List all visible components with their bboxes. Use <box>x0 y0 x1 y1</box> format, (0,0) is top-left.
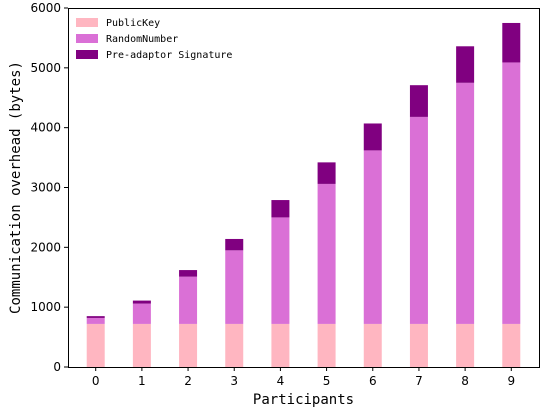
plot-frame <box>68 8 540 368</box>
x-tick-label: 3 <box>230 374 238 388</box>
bar-publickey-4 <box>271 323 290 367</box>
y-tick-label: 3000 <box>30 181 61 195</box>
bar-randomnumber-2 <box>179 276 198 324</box>
x-axis: 0 1 2 3 4 5 6 7 8 9 <box>92 367 515 388</box>
bar-pre-adaptor-signature-8 <box>456 46 475 83</box>
bar-pre-adaptor-signature-9 <box>502 22 521 63</box>
bar-pre-adaptor-signature-1 <box>132 300 151 304</box>
bar-randomnumber-3 <box>225 250 244 324</box>
bar-publickey-6 <box>363 323 382 367</box>
y-tick-label: 0 <box>53 360 61 374</box>
bars-layer <box>86 22 521 367</box>
x-tick-label: 8 <box>461 374 469 388</box>
legend-label: PublicKey <box>106 18 160 29</box>
bar-publickey-5 <box>317 323 336 367</box>
bar-publickey-2 <box>179 323 198 367</box>
bar-randomnumber-1 <box>132 303 151 324</box>
bar-pre-adaptor-signature-7 <box>409 85 428 117</box>
bar-randomnumber-5 <box>317 183 336 324</box>
legend-swatch <box>76 50 98 59</box>
x-tick-label: 5 <box>323 374 331 388</box>
x-tick-label: 4 <box>277 374 285 388</box>
x-tick-label: 2 <box>184 374 192 388</box>
bar-publickey-0 <box>86 323 105 367</box>
bar-pre-adaptor-signature-4 <box>271 200 290 218</box>
bar-publickey-9 <box>502 323 521 367</box>
bar-publickey-3 <box>225 323 244 367</box>
bar-randomnumber-6 <box>363 150 382 324</box>
bar-randomnumber-7 <box>409 116 428 324</box>
y-tick-label: 1000 <box>30 300 61 314</box>
x-tick-label: 0 <box>92 374 100 388</box>
legend-label: RandomNumber <box>106 34 178 45</box>
bar-randomnumber-8 <box>456 82 475 324</box>
bar-randomnumber-0 <box>86 317 105 324</box>
bar-pre-adaptor-signature-5 <box>317 162 336 184</box>
bar-pre-adaptor-signature-6 <box>363 123 382 151</box>
bar-pre-adaptor-signature-2 <box>179 270 198 277</box>
bar-publickey-8 <box>456 323 475 367</box>
x-axis-title: Participants <box>253 392 354 408</box>
y-tick-label: 4000 <box>30 121 61 135</box>
y-axis: 0 1000 2000 3000 4000 5000 6000 <box>30 1 68 374</box>
bar-randomnumber-4 <box>271 217 290 324</box>
bar-publickey-7 <box>409 323 428 367</box>
bar-pre-adaptor-signature-0 <box>86 316 105 318</box>
x-tick-label: 9 <box>507 374 515 388</box>
legend-swatch <box>76 34 98 43</box>
legend: PublicKey RandomNumber Pre-adaptor Signatu… <box>76 18 232 61</box>
legend-label: Pre-adaptor Signature <box>106 50 232 61</box>
bar-pre-adaptor-signature-3 <box>225 238 244 251</box>
y-tick-label: 6000 <box>30 1 61 15</box>
bar-publickey-1 <box>132 323 151 367</box>
legend-swatch <box>76 18 98 27</box>
y-tick-label: 2000 <box>30 240 61 254</box>
x-tick-label: 7 <box>415 374 423 388</box>
bar-randomnumber-9 <box>502 62 521 324</box>
x-tick-label: 6 <box>369 374 377 388</box>
y-tick-label: 5000 <box>30 61 61 75</box>
y-axis-title: Communication overhead (bytes) <box>8 61 24 314</box>
x-tick-label: 1 <box>138 374 146 388</box>
